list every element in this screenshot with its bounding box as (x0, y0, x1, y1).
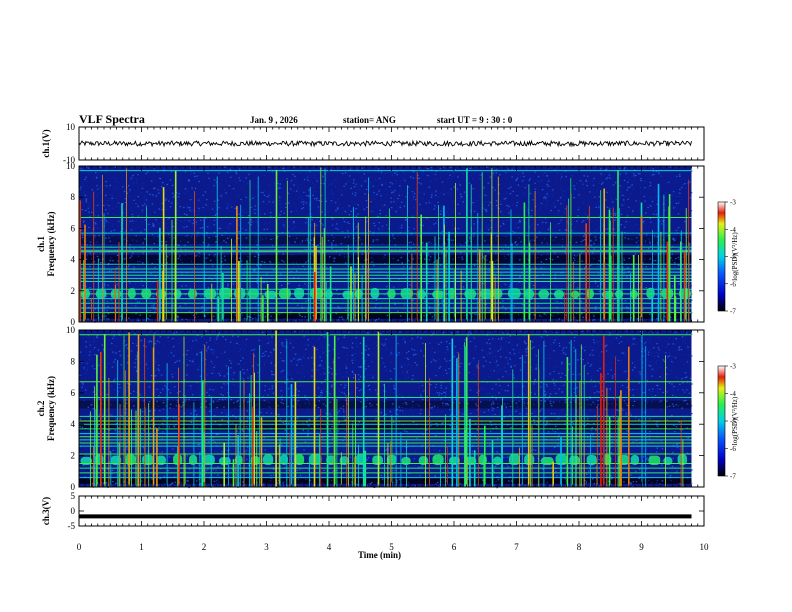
y-tick-label: 10 (66, 325, 76, 335)
y-tick-label: 5 (71, 491, 76, 501)
y-tick-label: 0 (71, 317, 76, 327)
emission-burst (648, 455, 661, 466)
figure-title: VLF Spectra (79, 112, 145, 126)
colorbar (717, 201, 726, 312)
quiet-band (79, 477, 692, 484)
emission-burst (677, 454, 688, 466)
y-tick-label: 2 (71, 451, 76, 461)
quiet-band (79, 254, 692, 266)
y-tick-label: -5 (68, 521, 76, 531)
emission-burst (370, 287, 380, 299)
y-axis-label: ch.1 (36, 236, 46, 252)
quiet-band (79, 236, 692, 244)
y-tick-label: 10 (66, 122, 76, 132)
emission-burst (202, 455, 215, 466)
spectrogram-2: -3 -4 -5 -6 -7 log(PSD)(V²/Hz) (79, 166, 739, 323)
y-tick-label: 8 (71, 192, 76, 202)
y-axis-label: ch.3(V) (41, 497, 51, 525)
panel-frame-4: 5 0 -5 ch.3(V) (41, 491, 705, 531)
panel-frame-2: 0 2 4 6 8 10 ch.1 Frequency (kHz) (36, 161, 705, 327)
x-tick-label: 6 (452, 542, 457, 552)
x-tick-label: 8 (577, 542, 582, 552)
quiet-band (79, 419, 692, 431)
panel-frame-3: 0 2 4 6 8 10 ch.2 Frequency (kHz) (36, 325, 705, 492)
y-tick-label: 4 (71, 255, 76, 265)
y-tick-label: 2 (71, 286, 76, 296)
y-axis-label: ch.1(V) (41, 129, 51, 157)
colorbar-tick-label: -4 (730, 390, 736, 398)
emission-burst (189, 454, 198, 466)
x-axis-label: Time (min) (358, 550, 401, 560)
colorbar-tick-label: -4 (730, 226, 736, 234)
emission-burst (127, 288, 136, 299)
colorbar-tick-label: -7 (730, 308, 736, 316)
y-tick-label: 8 (71, 356, 76, 366)
emission-burst (586, 454, 597, 466)
x-tick-label: 2 (202, 542, 207, 552)
panel-frame-1: 10 -10 ch.1(V) (41, 122, 705, 165)
quiet-band (79, 312, 692, 319)
x-tick-label: 10 (700, 542, 710, 552)
waveform-trace (78, 139, 692, 148)
start-time-label: start UT = 9 : 30 : 0 (437, 115, 513, 125)
panels: 10-10ch.1(V)-3-4-5-6-7log(PSD)(V²/Hz)024… (36, 122, 739, 560)
spectrogram-3: -3 -4 -5 -6 -7 log(PSD)(V²/Hz) (79, 330, 739, 489)
y-tick-label: 6 (71, 388, 76, 398)
emission-burst (372, 455, 383, 466)
x-tick-label: 4 (327, 542, 332, 552)
x-tick-label: 1 (139, 542, 144, 552)
colorbar-label: log(PSD)(V²/Hz) (731, 396, 739, 445)
y-tick-label: 10 (66, 161, 76, 171)
emission-burst (264, 290, 277, 299)
emission-burst (508, 454, 521, 466)
emission-burst (326, 455, 336, 466)
colorbar-tick-label: -5 (730, 418, 736, 426)
colorbar-tick-label: -3 (730, 363, 736, 371)
colorbar-tick-label: -7 (730, 473, 736, 481)
y-tick-label: 4 (71, 419, 76, 429)
y-tick-label: 0 (71, 482, 76, 492)
x-tick-label: 9 (639, 542, 644, 552)
emission-burst (278, 288, 291, 299)
y-axis-label: Frequency (kHz) (46, 211, 56, 276)
emission-burst (262, 454, 274, 466)
emission-burst (432, 454, 444, 466)
emission-burst (493, 456, 502, 466)
y-axis-label: Frequency (kHz) (46, 376, 56, 441)
emission-burst (280, 454, 288, 466)
x-tick-label: 7 (514, 542, 519, 552)
x-tick-label: 3 (264, 542, 269, 552)
emission-burst (569, 455, 580, 466)
emission-burst (571, 290, 580, 299)
colorbar-tick-label: -3 (730, 199, 736, 207)
station-label: station= ANG (343, 115, 396, 125)
colorbar-label: log(PSD)(V²/Hz) (731, 232, 739, 281)
colorbar (717, 365, 726, 477)
emission-burst (156, 455, 166, 466)
quiet-band (79, 400, 692, 409)
y-tick-label: -10 (63, 155, 75, 165)
y-axis-label: ch.2 (36, 400, 46, 416)
emission-burst (630, 454, 639, 466)
colorbar-tick-label: -5 (730, 253, 736, 261)
emission-burst (448, 287, 456, 299)
date-label: Jan. 9 , 2026 (250, 115, 298, 125)
emission-burst (125, 454, 136, 466)
colorbar-tick-label: -6 (730, 280, 736, 288)
colorbar-tick-label: -6 (730, 445, 736, 453)
x-tick-label: 5 (389, 542, 394, 552)
y-tick-label: 6 (71, 223, 76, 233)
y-tick-label: 0 (71, 506, 76, 516)
emission-burst (294, 287, 305, 299)
x-tick-label: 0 (77, 542, 82, 552)
trace-panel-1 (78, 139, 692, 148)
emission-burst (294, 454, 305, 466)
